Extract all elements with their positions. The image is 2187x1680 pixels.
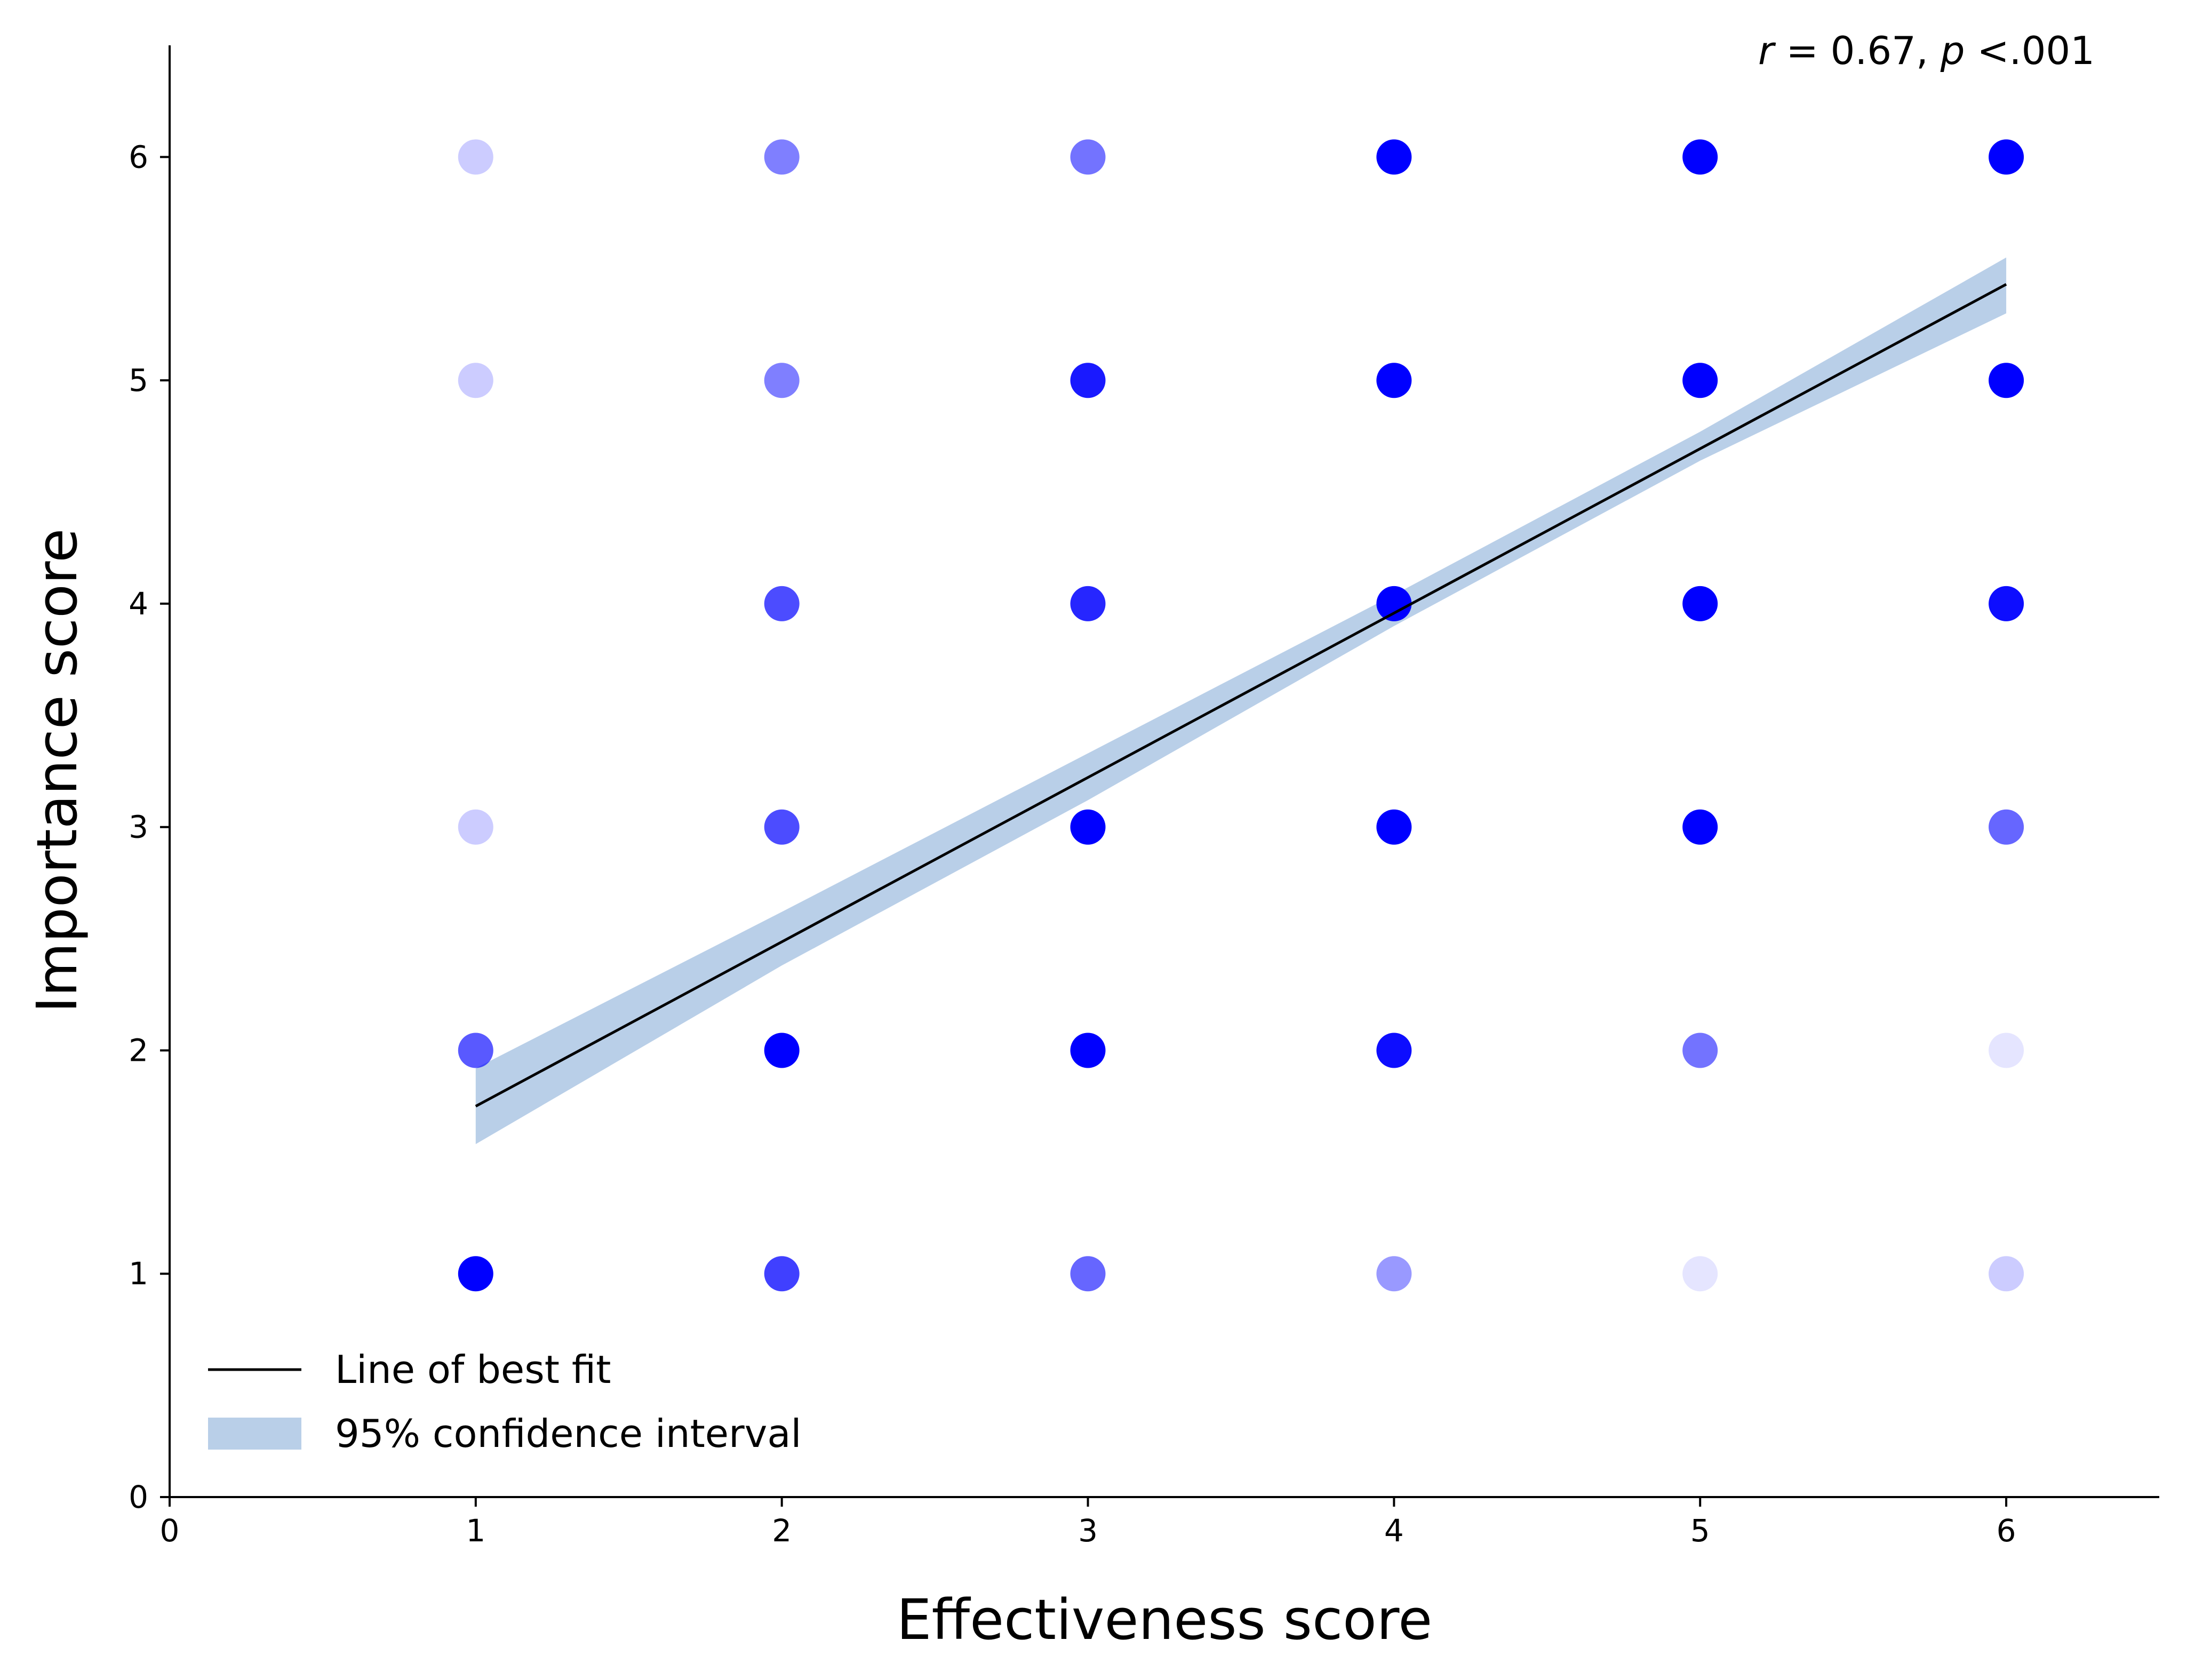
data-point	[1989, 139, 2024, 175]
y-tick-label: 2	[129, 1032, 148, 1068]
data-point	[1989, 1033, 2024, 1068]
data-point	[1989, 1256, 2024, 1292]
fit-line-layer	[475, 283, 2007, 1108]
y-tick-label: 3	[129, 809, 148, 845]
x-tick-label: 0	[160, 1513, 180, 1549]
confidence-band	[475, 257, 2007, 1145]
data-point	[1989, 363, 2024, 398]
data-point	[764, 139, 800, 175]
data-point	[1070, 1256, 1106, 1292]
data-point	[1989, 809, 2024, 845]
p-symbol: p	[1940, 28, 1965, 73]
confidence-band-layer	[475, 257, 2007, 1145]
data-point	[1070, 139, 1106, 175]
data-point	[764, 1033, 800, 1068]
legend: Line of best fit 95% confidence interval	[208, 1347, 801, 1456]
data-point	[764, 1256, 800, 1292]
points-layer	[458, 139, 2024, 1292]
data-point	[1070, 1033, 1106, 1068]
x-axis-title: Effectiveness score	[897, 1587, 1433, 1652]
x-tick-label: 6	[1997, 1513, 2016, 1549]
y-tick-label: 5	[129, 362, 148, 398]
p-value: <.001	[1965, 28, 2095, 73]
data-point	[764, 809, 800, 845]
data-point	[1682, 1033, 1718, 1068]
y-axis-title: Importance score	[25, 529, 90, 1013]
legend-label-confidence-band: 95% confidence interval	[335, 1411, 801, 1456]
data-point	[764, 363, 800, 398]
x-tick-label: 3	[1078, 1513, 1098, 1549]
x-tick-label: 2	[772, 1513, 792, 1549]
data-point	[458, 363, 493, 398]
y-tick-label: 6	[129, 139, 148, 175]
data-point	[1376, 363, 1412, 398]
legend-band-swatch	[208, 1418, 301, 1450]
data-point	[1682, 586, 1718, 621]
data-point	[1682, 363, 1718, 398]
correlation-annotation: r = 0.67, p <.001	[1758, 28, 2095, 73]
r-symbol: r	[1758, 28, 1776, 73]
x-tick-label: 4	[1384, 1513, 1404, 1549]
data-point	[1682, 139, 1718, 175]
data-point	[458, 1256, 493, 1292]
data-point	[1070, 586, 1106, 621]
data-point	[1376, 139, 1412, 175]
data-point	[1070, 363, 1106, 398]
y-tick-label: 4	[129, 586, 148, 622]
data-point	[1682, 809, 1718, 845]
data-point	[1376, 1033, 1412, 1068]
data-point	[1376, 809, 1412, 845]
data-point	[1376, 1256, 1412, 1292]
x-tick-label: 1	[466, 1513, 485, 1549]
data-point	[458, 1033, 493, 1068]
y-tick-label: 1	[129, 1255, 148, 1292]
data-point	[458, 139, 493, 175]
legend-label-fit-line: Line of best fit	[335, 1347, 611, 1392]
data-point	[1070, 809, 1106, 845]
r-value: = 0.67,	[1774, 28, 1941, 73]
fit-line	[475, 283, 2007, 1108]
data-point	[458, 809, 493, 845]
data-point	[1682, 1256, 1718, 1292]
data-point	[1989, 586, 2024, 621]
data-point	[1376, 586, 1412, 621]
axes-layer	[169, 45, 2159, 1498]
x-tick-label: 5	[1690, 1513, 1710, 1549]
data-point	[764, 586, 800, 621]
ticks-layer: 0 1 2 3 4 5 6 0 1 2 3 4 5 6	[129, 139, 2016, 1549]
y-tick-label: 0	[129, 1479, 148, 1515]
